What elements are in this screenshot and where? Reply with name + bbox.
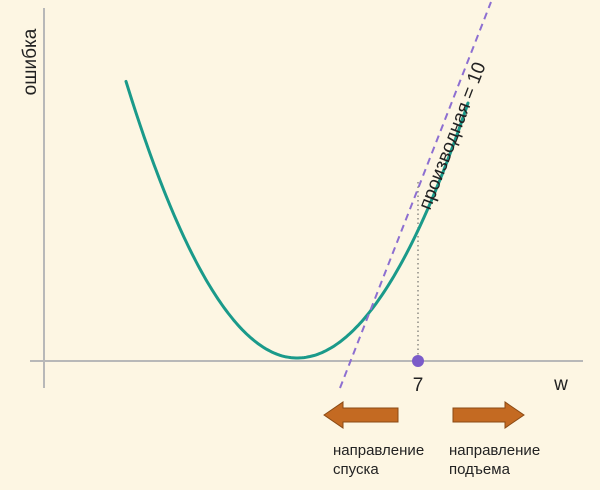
point-marker [412,355,424,367]
error-curve [124,79,470,360]
y-axis-label: ошибка [20,28,41,95]
ascent-arrow [452,401,525,429]
tangent-line [339,1,492,389]
x-axis-label: w [553,374,568,395]
ascent-label-line2: подъема [449,461,511,478]
tangent-label: производная = 10 [415,59,491,212]
ascent-label-line1: направление [449,442,540,459]
point-label: 7 [413,375,424,396]
descent-arrow [323,401,399,429]
descent-label-line2: спуска [333,461,379,478]
descent-label-line1: направление [333,442,424,459]
